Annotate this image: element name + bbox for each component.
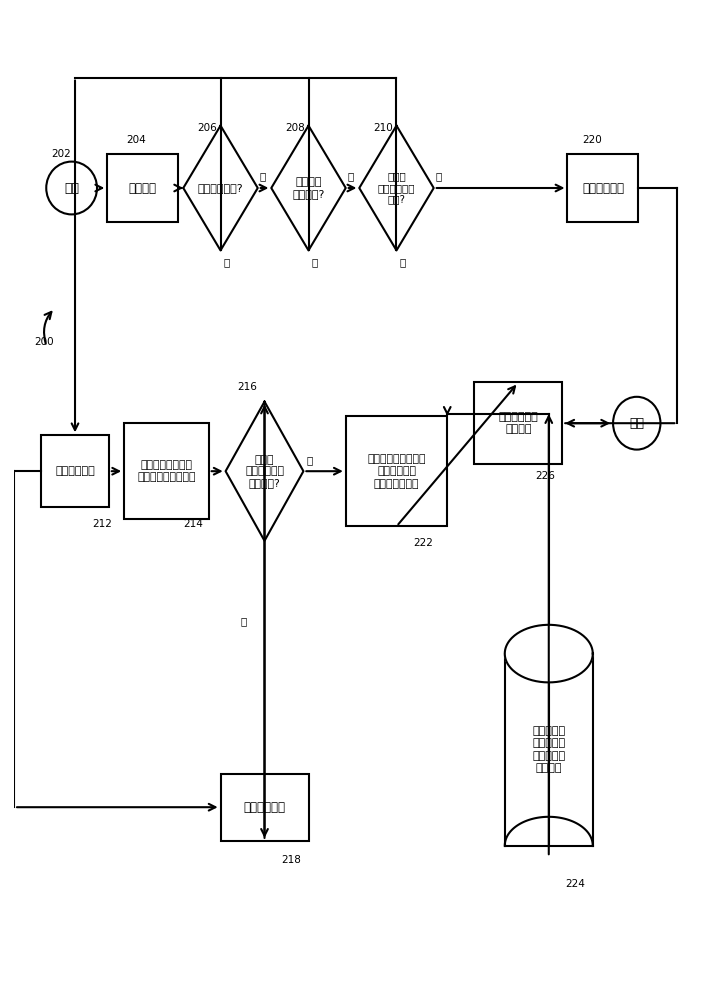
Text: 确定和广播新
档位设定: 确定和广播新 档位设定 [498,412,538,434]
Text: 218: 218 [281,855,301,865]
FancyBboxPatch shape [474,382,563,464]
Text: 否: 否 [312,257,318,267]
FancyBboxPatch shape [345,416,447,526]
FancyBboxPatch shape [107,154,178,222]
Text: 地形信息
是否可用?: 地形信息 是否可用? [293,177,325,199]
FancyBboxPatch shape [41,435,109,507]
Text: 位置是否可用?: 位置是否可用? [197,183,243,193]
Text: 迭代查询发动机转速
直到压缩机出
口温度小于阈值: 迭代查询发动机转速 直到压缩机出 口温度小于阈值 [367,454,426,489]
Polygon shape [271,126,345,250]
Text: 否: 否 [307,455,313,465]
Text: 224: 224 [565,879,586,889]
Text: 确定海拔高度: 确定海拔高度 [55,466,95,476]
Text: 建立路线: 建立路线 [129,182,157,194]
Ellipse shape [613,397,661,450]
Text: 是: 是 [436,171,442,181]
FancyBboxPatch shape [221,774,309,841]
Text: 202: 202 [51,149,71,159]
Ellipse shape [47,162,97,214]
Text: 保持当前档位: 保持当前档位 [243,801,286,814]
Polygon shape [226,402,303,541]
Text: 226: 226 [535,471,555,481]
Text: 估计发动机负荷并
估计压缩机出口温度: 估计发动机负荷并 估计压缩机出口温度 [137,460,195,482]
Text: 210: 210 [373,123,393,133]
Text: 214: 214 [183,519,203,529]
Text: 是: 是 [241,616,247,626]
Text: 是: 是 [348,171,354,181]
Polygon shape [183,126,258,250]
Polygon shape [505,625,593,682]
FancyBboxPatch shape [568,154,639,222]
Text: 208: 208 [285,123,305,133]
Bar [505,654,593,846]
Text: 否: 否 [224,257,230,267]
Text: 开始: 开始 [64,182,79,194]
Text: 用于压缩机
出口温度与
拓矩和转速
的查询表: 用于压缩机 出口温度与 拓矩和转速 的查询表 [532,726,565,773]
Text: 正常操作模式: 正常操作模式 [582,182,624,194]
Text: 216: 216 [238,382,257,392]
Text: 是: 是 [259,171,266,181]
Text: 200: 200 [35,337,54,347]
Text: 结束: 结束 [630,417,644,430]
Text: 是否切
据到预测操作
模式?: 是否切 据到预测操作 模式? [378,171,415,205]
Text: 压缩机
出口温度是否
小于阈值?: 压缩机 出口温度是否 小于阈值? [245,455,284,488]
Polygon shape [360,126,434,250]
Text: 否: 否 [400,257,406,267]
Text: 222: 222 [413,538,434,548]
Text: 206: 206 [197,123,216,133]
Text: 220: 220 [582,135,602,145]
FancyBboxPatch shape [124,423,209,519]
Text: 204: 204 [125,135,145,145]
Text: 212: 212 [92,519,112,529]
